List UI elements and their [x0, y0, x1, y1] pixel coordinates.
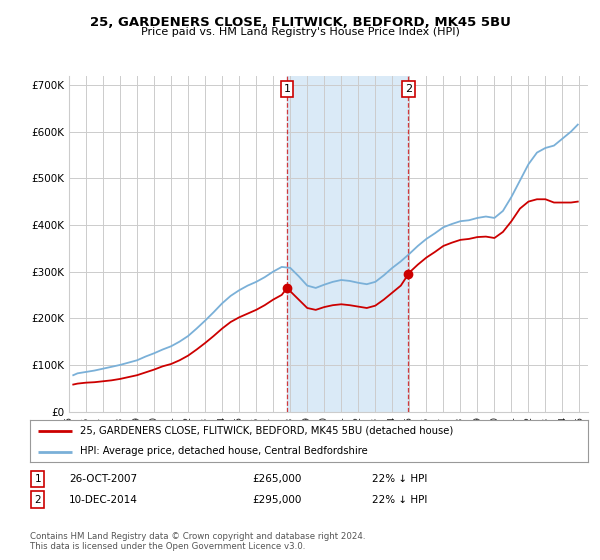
- Text: 2: 2: [405, 84, 412, 94]
- Text: 22% ↓ HPI: 22% ↓ HPI: [372, 474, 427, 484]
- Text: 26-OCT-2007: 26-OCT-2007: [69, 474, 137, 484]
- Bar: [287, 76, 409, 412]
- Text: 25, GARDENERS CLOSE, FLITWICK, BEDFORD, MK45 5BU: 25, GARDENERS CLOSE, FLITWICK, BEDFORD, …: [89, 16, 511, 29]
- Text: 1: 1: [34, 474, 41, 484]
- Text: HPI: Average price, detached house, Central Bedfordshire: HPI: Average price, detached house, Cent…: [80, 446, 368, 456]
- Text: Price paid vs. HM Land Registry's House Price Index (HPI): Price paid vs. HM Land Registry's House …: [140, 27, 460, 37]
- Text: 1: 1: [284, 84, 290, 94]
- Text: 2: 2: [34, 494, 41, 505]
- Text: 22% ↓ HPI: 22% ↓ HPI: [372, 494, 427, 505]
- Text: 25, GARDENERS CLOSE, FLITWICK, BEDFORD, MK45 5BU (detached house): 25, GARDENERS CLOSE, FLITWICK, BEDFORD, …: [80, 426, 454, 436]
- Text: Contains HM Land Registry data © Crown copyright and database right 2024.
This d: Contains HM Land Registry data © Crown c…: [30, 532, 365, 552]
- Text: 10-DEC-2014: 10-DEC-2014: [69, 494, 138, 505]
- Text: £265,000: £265,000: [252, 474, 301, 484]
- Text: £295,000: £295,000: [252, 494, 301, 505]
